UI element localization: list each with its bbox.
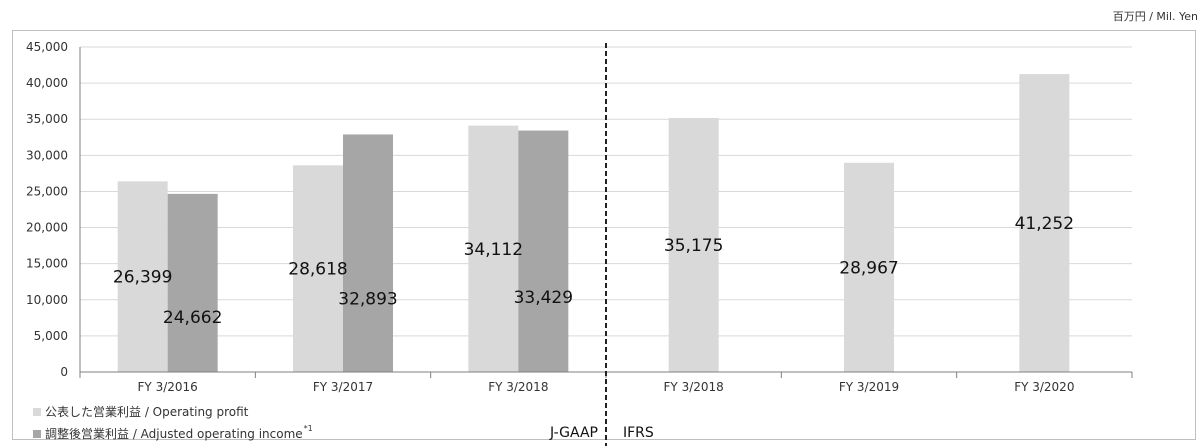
- data-label-operating-profit: 28,618: [288, 260, 347, 280]
- y-tick-label: 40,000: [26, 76, 68, 90]
- y-tick-label: 20,000: [26, 221, 68, 235]
- x-axis: FY 3/2016 FY 3/2017 FY 3/2018 FY 3/2018 FY 3…: [79, 371, 1133, 394]
- data-labels: 26,399 24,662 28,618 32,893 34,112 33,429 35,1…: [113, 214, 1074, 328]
- legend-label-adjusted-operating-income: 調整後営業利益 / Adjusted operating income: [45, 426, 303, 441]
- y-tick-label: 5,000: [34, 329, 68, 343]
- bars: [117, 74, 1070, 373]
- bar-operating-profit: [844, 162, 894, 372]
- legend: 公表した営業利益 / Operating profit 調整後営業利益 / Adj…: [33, 405, 313, 441]
- region-label-jgaap: J-GAAP: [549, 425, 598, 441]
- bar-adjusted-operating-income: [518, 130, 569, 372]
- y-tick-label: 45,000: [26, 40, 68, 54]
- y-tick-label: 0: [60, 365, 68, 379]
- y-axis: 0 5,000 10,000 15,000 20,000 25,000 30,000 35,0…: [26, 40, 81, 379]
- region-labels: J-GAAP IFRS: [549, 43, 654, 446]
- y-tick-label: 35,000: [26, 112, 68, 126]
- x-tick-label: FY 3/2016: [138, 380, 198, 394]
- x-tick-label: FY 3/2020: [1014, 380, 1074, 394]
- bar-operating-profit: [668, 117, 719, 372]
- unit-label: 百万円 / Mil. Yen: [1112, 10, 1198, 23]
- x-tick-label: FY 3/2018: [664, 380, 724, 394]
- data-label-operating-profit: 34,112: [464, 240, 523, 260]
- chart-frame: [12, 30, 1196, 440]
- x-tick-label: FY 3/2018: [488, 380, 548, 394]
- data-label-adjusted-operating-income: 32,893: [338, 289, 397, 309]
- data-label-operating-profit: 26,399: [113, 268, 172, 288]
- data-label-adjusted-operating-income: 33,429: [514, 288, 573, 308]
- bar-operating-profit: [293, 165, 343, 372]
- data-label-operating-profit: 35,175: [664, 236, 723, 256]
- bar-operating-profit: [468, 125, 519, 372]
- y-tick-label: 25,000: [26, 184, 68, 198]
- legend-footnote-marker: *1: [304, 424, 313, 433]
- legend-swatch-operating-profit: [33, 408, 41, 416]
- legend-swatch-adjusted-operating-income: [33, 430, 41, 438]
- bar-operating-profit: [1019, 74, 1070, 373]
- y-tick-label: 30,000: [26, 148, 68, 162]
- y-tick-label: 15,000: [26, 257, 68, 271]
- x-tick-label: FY 3/2019: [839, 380, 899, 394]
- data-label-operating-profit: 28,967: [839, 258, 898, 278]
- data-label-operating-profit: 41,252: [1015, 214, 1074, 234]
- legend-label-operating-profit: 公表した営業利益 / Operating profit: [45, 405, 249, 419]
- bar-adjusted-operating-income: [167, 193, 218, 372]
- bar-operating-profit: [117, 181, 168, 372]
- bar-adjusted-operating-income: [343, 134, 393, 372]
- data-label-adjusted-operating-income: 24,662: [163, 308, 222, 328]
- y-tick-label: 10,000: [26, 293, 68, 307]
- x-tick-label: FY 3/2017: [313, 380, 373, 394]
- region-label-ifrs: IFRS: [623, 425, 654, 441]
